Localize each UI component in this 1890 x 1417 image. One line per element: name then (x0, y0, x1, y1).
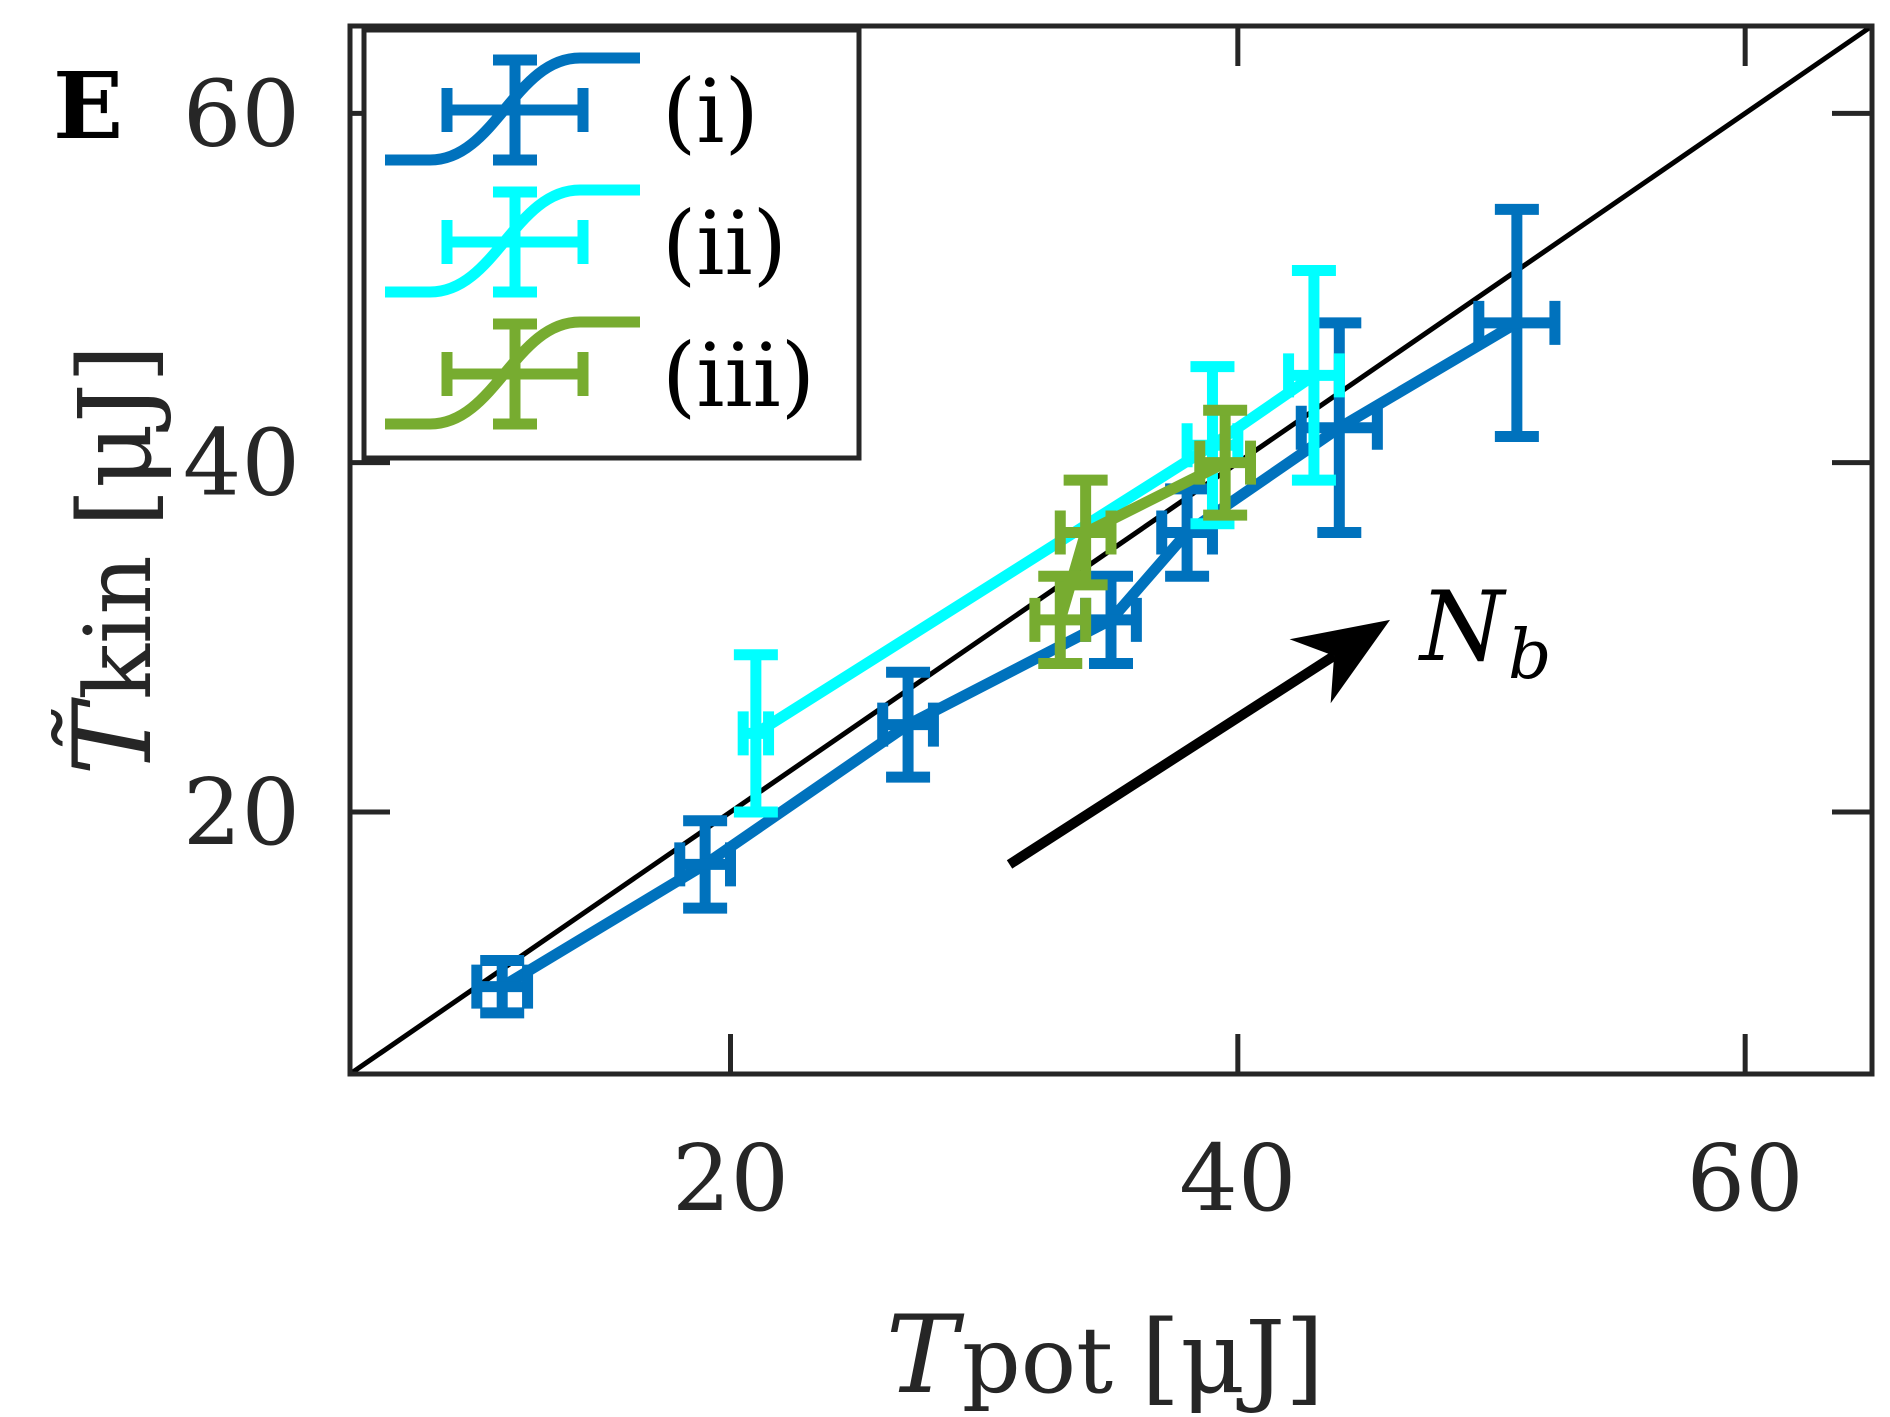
annotation-group: Nb (1006, 571, 1552, 869)
x-tick-label: 20 (672, 1125, 789, 1232)
x-axis-label: Tpot [μJ] (886, 1293, 1324, 1417)
legend: (i) (ii) (iii) (361, 27, 862, 461)
annotation-arrow-head (1289, 619, 1391, 704)
x-tick-label: 40 (1179, 1125, 1296, 1232)
legend-label: (ii) (662, 192, 787, 295)
data-point (877, 666, 939, 783)
series-group (471, 203, 1561, 1019)
panel-label: E (53, 52, 123, 160)
data-point (471, 954, 534, 1019)
data-point (1283, 265, 1345, 486)
y-axis-label: T̃kin [μJ] (49, 344, 176, 776)
annotation-label: Nb (1418, 571, 1552, 695)
x-axis-label-sub: pot (962, 1307, 1113, 1414)
data-point (1156, 483, 1218, 582)
annotation-label-main: N (1418, 571, 1507, 683)
annotation-arrow-shaft (1006, 651, 1337, 869)
y-tick-label: 20 (183, 759, 300, 866)
y-axis-label-unit: [μJ] (57, 344, 174, 527)
x-tick-label: 60 (1687, 1125, 1804, 1232)
legend-label: (iii) (662, 324, 815, 427)
series-3 (1029, 404, 1257, 670)
data-point (1029, 570, 1092, 670)
data-point (1473, 203, 1561, 442)
data-point (733, 649, 778, 818)
y-tick-label: 60 (183, 60, 300, 167)
data-point (1054, 474, 1117, 591)
x-axis-label-symbol: T (886, 1293, 965, 1417)
y-axis-label-symbol: T̃ (49, 697, 176, 776)
legend-entry-1: (i) (385, 52, 759, 166)
annotation-label-sub: b (1508, 616, 1552, 695)
y-axis-label-sub: kin (65, 555, 172, 699)
x-axis-label-unit: [μJ] (1141, 1299, 1324, 1416)
axis-ticks: 20 40 60 20 40 60 (183, 26, 1872, 1232)
legend-entry-3: (iii) (385, 316, 815, 430)
data-point (1194, 404, 1257, 521)
series-1 (471, 203, 1561, 1019)
legend-entry-2: (ii) (385, 184, 787, 298)
plot-frame (347, 23, 1875, 1077)
legend-label: (i) (662, 60, 759, 163)
y-tick-label: 40 (183, 410, 300, 517)
data-point (674, 815, 736, 914)
